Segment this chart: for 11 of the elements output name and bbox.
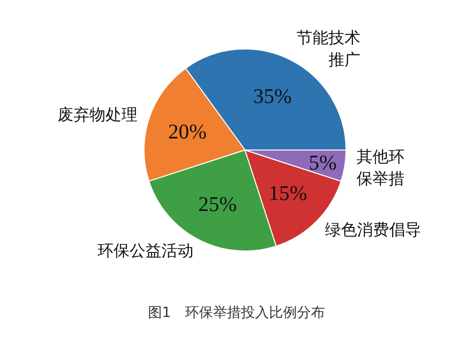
slice-label: 废弃物处理 [57,104,138,126]
data-label: 15% [268,180,308,205]
slice-label: 其他环保举措 [356,146,405,190]
slice-label: 绿色消费倡导 [324,218,421,241]
data-label: 25% [198,192,237,216]
text: 图1 环保举措投入比例分布 [147,304,326,322]
data-label: 5% [308,150,337,174]
slice-label: 环保公益活动 [98,240,194,262]
data-label: 35% [253,84,292,108]
data-label: 20% [168,119,207,144]
slice-label: 节能技术推广 [296,27,360,72]
